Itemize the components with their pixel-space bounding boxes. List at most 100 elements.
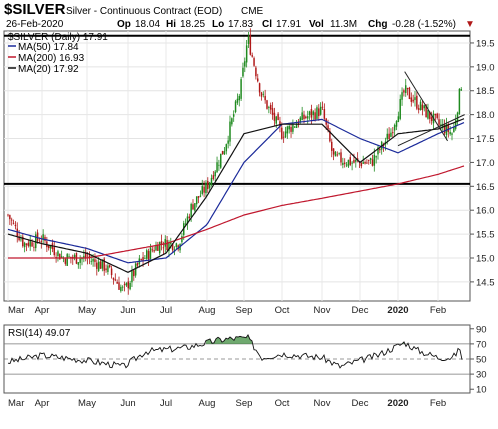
candle-up <box>405 85 407 93</box>
candle-up <box>227 140 229 144</box>
candle-up <box>184 223 187 225</box>
rsi-x-tick-label: Aug <box>199 398 216 409</box>
candle-up <box>316 107 318 119</box>
x-tick-label: Jun <box>120 305 135 316</box>
candle-down <box>153 250 155 252</box>
symbol-title: $SILVER <box>4 1 66 18</box>
candle-down <box>277 113 279 121</box>
rsi-x-tick-label: Feb <box>430 398 446 409</box>
x-tick-label: Feb <box>430 305 446 316</box>
moving-averages <box>7 118 465 273</box>
candle-up <box>92 259 94 262</box>
candle-down <box>147 251 150 260</box>
candle-down <box>303 114 305 119</box>
candle-up <box>275 116 277 124</box>
candle-up <box>175 243 178 248</box>
candle-up <box>295 123 298 129</box>
candle-down <box>266 100 268 109</box>
candle-down <box>118 282 120 290</box>
candle-up <box>121 286 124 288</box>
candle-down <box>84 253 87 259</box>
candle-up <box>186 216 189 225</box>
candle-down <box>109 265 111 268</box>
candle-up <box>401 92 403 100</box>
candle-up <box>342 162 344 165</box>
candle-up <box>79 258 81 263</box>
candle-up <box>236 98 239 103</box>
rsi-x-tick-label: 2020 <box>387 398 408 409</box>
candle-up <box>362 162 364 164</box>
low-value: 17.83 <box>228 19 253 30</box>
candle-up <box>134 263 137 276</box>
candle-up <box>334 151 337 157</box>
legend-ma200: MA(200) 16.93 <box>18 53 85 64</box>
candle-up <box>90 260 92 262</box>
candle-down <box>127 281 129 289</box>
candle-up <box>199 195 202 197</box>
price-tick-label: 15.0 <box>476 253 495 264</box>
candle-up <box>299 117 302 123</box>
candle-down <box>447 123 450 133</box>
candle-up <box>125 282 128 286</box>
legend-ma50: MA(50) 17.84 <box>18 42 79 53</box>
candle-up <box>395 121 398 127</box>
candle-down <box>371 159 374 166</box>
rsi-tick-label: 30 <box>476 370 487 381</box>
price-tick-label: 19.5 <box>476 38 495 49</box>
candle-down <box>323 108 326 119</box>
candle-down <box>429 111 431 119</box>
candle-up <box>377 147 379 155</box>
candle-down <box>281 127 283 139</box>
candle-up <box>419 101 422 111</box>
candle-down <box>421 104 424 110</box>
candle-up <box>42 234 44 241</box>
price-panel <box>3 30 471 302</box>
candle-down <box>443 124 446 134</box>
low-label: Lo <box>212 19 224 30</box>
candle-down <box>197 196 200 198</box>
horizontal-lines <box>4 34 470 185</box>
candle-up <box>369 157 372 160</box>
exchange-label: CME <box>241 6 264 17</box>
candle-down <box>40 241 43 243</box>
candle-up <box>458 88 461 114</box>
candle-down <box>264 95 266 101</box>
candle-down <box>403 90 405 93</box>
candle-down <box>282 136 285 138</box>
rsi-tick-label: 10 <box>476 385 487 396</box>
candle-up <box>223 151 226 155</box>
rsi-x-tick-label: Sep <box>236 398 253 409</box>
x-tick-label: Dec <box>352 305 369 316</box>
candle-down <box>340 152 342 163</box>
candle-down <box>368 160 370 162</box>
ma20-line <box>7 118 465 273</box>
candle-up <box>120 286 122 292</box>
candle-down <box>297 121 300 125</box>
candle-down <box>356 158 359 161</box>
rsi-overbought-area <box>206 334 252 344</box>
rsi-x-tick-label: Dec <box>352 398 369 409</box>
candle-down <box>31 242 33 247</box>
x-tick-label: Aug <box>199 305 216 316</box>
price-tick-label: 15.5 <box>476 230 495 241</box>
candle-up <box>66 254 68 266</box>
candle-up <box>393 125 396 131</box>
candle-up <box>220 153 222 168</box>
candle-down <box>110 268 113 276</box>
candle-up <box>158 242 161 254</box>
instrument-name: Silver - Continuous Contract (EOD) <box>66 6 222 17</box>
candle-up <box>319 106 322 115</box>
candle-down <box>18 236 20 241</box>
x-tick-label: Oct <box>275 305 290 316</box>
candle-up <box>453 126 455 133</box>
candle-up <box>149 247 152 259</box>
candle-up <box>338 153 340 154</box>
candle-up <box>451 133 453 135</box>
legend: $SILVER (Daily) 17.91 MA(50) 17.84 MA(20… <box>8 32 108 75</box>
candle-down <box>53 247 55 256</box>
candle-up <box>294 126 296 128</box>
candle-up <box>284 131 287 138</box>
candle-up <box>351 162 353 164</box>
candle-down <box>251 55 253 57</box>
